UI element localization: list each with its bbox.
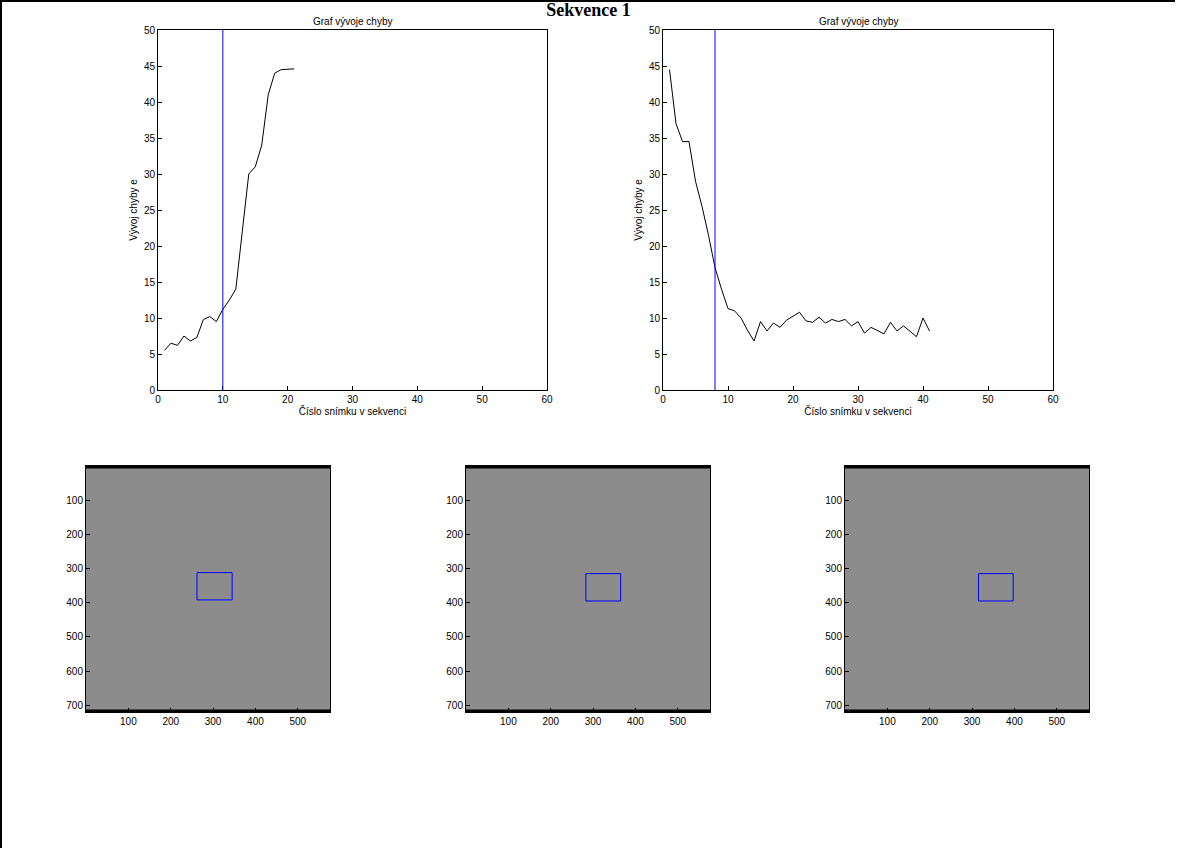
svg-text:500: 500 xyxy=(66,631,83,642)
svg-text:500: 500 xyxy=(1048,716,1065,727)
svg-text:15: 15 xyxy=(144,277,156,288)
svg-text:20: 20 xyxy=(282,394,294,405)
svg-text:0: 0 xyxy=(149,385,155,396)
svg-text:200: 200 xyxy=(446,529,463,540)
svg-text:200: 200 xyxy=(66,529,83,540)
svg-text:100: 100 xyxy=(120,716,137,727)
svg-text:200: 200 xyxy=(825,529,842,540)
svg-text:200: 200 xyxy=(921,716,938,727)
svg-text:Číslo snímku v sekvenci: Číslo snímku v sekvenci xyxy=(299,405,406,417)
svg-text:Číslo snímku v sekvenci: Číslo snímku v sekvenci xyxy=(804,405,911,417)
svg-text:400: 400 xyxy=(1006,716,1023,727)
svg-text:100: 100 xyxy=(446,495,463,506)
svg-text:25: 25 xyxy=(649,205,661,216)
svg-text:0: 0 xyxy=(660,394,666,405)
svg-text:0: 0 xyxy=(654,385,660,396)
svg-text:10: 10 xyxy=(722,394,734,405)
svg-text:100: 100 xyxy=(500,716,517,727)
svg-text:100: 100 xyxy=(879,716,896,727)
svg-text:10: 10 xyxy=(649,313,661,324)
svg-text:20: 20 xyxy=(787,394,799,405)
svg-text:60: 60 xyxy=(1047,394,1059,405)
svg-text:5: 5 xyxy=(654,349,660,360)
svg-text:400: 400 xyxy=(247,716,264,727)
svg-text:30: 30 xyxy=(852,394,864,405)
svg-text:40: 40 xyxy=(412,394,424,405)
svg-text:35: 35 xyxy=(144,133,156,144)
svg-text:5: 5 xyxy=(149,349,155,360)
svg-text:600: 600 xyxy=(66,666,83,677)
svg-text:400: 400 xyxy=(66,597,83,608)
svg-text:60: 60 xyxy=(541,394,553,405)
svg-text:300: 300 xyxy=(585,716,602,727)
svg-text:30: 30 xyxy=(144,169,156,180)
svg-text:10: 10 xyxy=(217,394,229,405)
svg-text:500: 500 xyxy=(446,631,463,642)
svg-text:700: 700 xyxy=(446,700,463,711)
svg-text:500: 500 xyxy=(669,716,686,727)
svg-text:30: 30 xyxy=(347,394,359,405)
svg-text:45: 45 xyxy=(144,61,156,72)
svg-text:30: 30 xyxy=(649,169,661,180)
svg-text:300: 300 xyxy=(446,563,463,574)
svg-text:500: 500 xyxy=(289,716,306,727)
svg-text:50: 50 xyxy=(649,25,661,36)
svg-text:35: 35 xyxy=(649,133,661,144)
svg-text:40: 40 xyxy=(649,97,661,108)
svg-text:500: 500 xyxy=(825,631,842,642)
svg-text:15: 15 xyxy=(649,277,661,288)
svg-text:200: 200 xyxy=(542,716,559,727)
svg-text:Graf vývoje chyby: Graf vývoje chyby xyxy=(313,16,392,27)
svg-text:Graf vývoje chyby: Graf vývoje chyby xyxy=(819,16,898,27)
svg-text:40: 40 xyxy=(144,97,156,108)
svg-text:50: 50 xyxy=(982,394,994,405)
svg-text:50: 50 xyxy=(144,25,156,36)
svg-text:600: 600 xyxy=(446,666,463,677)
svg-text:10: 10 xyxy=(144,313,156,324)
svg-text:300: 300 xyxy=(964,716,981,727)
svg-text:400: 400 xyxy=(825,597,842,608)
svg-text:40: 40 xyxy=(917,394,929,405)
svg-text:25: 25 xyxy=(144,205,156,216)
svg-text:200: 200 xyxy=(162,716,179,727)
svg-text:600: 600 xyxy=(825,666,842,677)
svg-text:100: 100 xyxy=(66,495,83,506)
svg-text:20: 20 xyxy=(144,241,156,252)
svg-text:Vývoj chyby e: Vývoj chyby e xyxy=(128,179,139,241)
svg-text:300: 300 xyxy=(205,716,222,727)
svg-text:400: 400 xyxy=(627,716,644,727)
svg-text:400: 400 xyxy=(446,597,463,608)
svg-text:45: 45 xyxy=(649,61,661,72)
svg-text:Sekvence 1: Sekvence 1 xyxy=(546,0,631,20)
svg-text:100: 100 xyxy=(825,495,842,506)
svg-text:20: 20 xyxy=(649,241,661,252)
svg-text:300: 300 xyxy=(66,563,83,574)
svg-text:50: 50 xyxy=(477,394,489,405)
svg-text:700: 700 xyxy=(825,700,842,711)
svg-text:Vývoj chyby e: Vývoj chyby e xyxy=(633,179,644,241)
svg-text:0: 0 xyxy=(155,394,161,405)
svg-text:300: 300 xyxy=(825,563,842,574)
svg-text:700: 700 xyxy=(66,700,83,711)
